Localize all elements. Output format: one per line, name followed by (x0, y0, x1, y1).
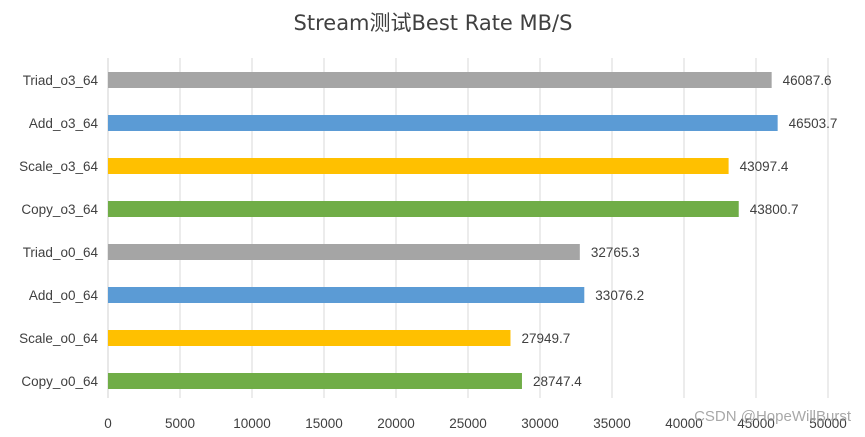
x-tick-label: 10000 (233, 416, 271, 431)
category-label: Add_o0_64 (29, 288, 99, 303)
x-tick-label: 40000 (665, 416, 703, 431)
category-label: Triad_o0_64 (23, 245, 99, 260)
x-tick-label: 15000 (305, 416, 343, 431)
x-axis-ticks: 0 5000 10000 15000 20000 25000 30000 35000 40000… (104, 416, 847, 431)
category-labels: Triad_o3_64 Add_o3_64 Scale_o3_64 Copy_o3_6… (19, 73, 98, 389)
category-label: Scale_o3_64 (19, 159, 98, 174)
value-label: 27949.7 (521, 331, 570, 346)
x-tick-label: 45000 (737, 416, 775, 431)
x-tick-label: 30000 (521, 416, 559, 431)
watermark: CSDN @HopeWillBurst (694, 408, 851, 425)
bar (108, 201, 739, 217)
x-tick-label: 20000 (377, 416, 415, 431)
bars (108, 72, 778, 389)
x-tick-label: 25000 (449, 416, 487, 431)
bar (108, 287, 585, 303)
value-label: 43800.7 (750, 202, 799, 217)
value-label: 28747.4 (533, 374, 582, 389)
category-label: Triad_o3_64 (23, 73, 99, 88)
x-tick-label: 50000 (809, 416, 847, 431)
value-label: 43097.4 (740, 159, 789, 174)
x-tick-label: 0 (104, 416, 112, 431)
chart-title: Stream测试Best Rate MB/S (294, 11, 573, 35)
bar (108, 72, 772, 88)
x-tick-label: 35000 (593, 416, 631, 431)
bar (108, 244, 580, 260)
category-label: Scale_o0_64 (19, 331, 98, 346)
category-label: Copy_o3_64 (21, 202, 98, 217)
x-tick-label: 5000 (165, 416, 195, 431)
value-label: 32765.3 (591, 245, 640, 260)
bar (108, 115, 778, 131)
category-label: Add_o3_64 (29, 116, 99, 131)
bar (108, 373, 522, 389)
value-label: 46503.7 (789, 116, 838, 131)
category-label: Copy_o0_64 (21, 374, 98, 389)
value-label: 33076.2 (595, 288, 644, 303)
bar (108, 330, 511, 346)
value-labels: 46087.6 46503.7 43097.4 43800.7 32765.3 33076… (521, 73, 837, 389)
gridlines (107, 58, 829, 398)
value-label: 46087.6 (783, 73, 832, 88)
bar (108, 158, 729, 174)
